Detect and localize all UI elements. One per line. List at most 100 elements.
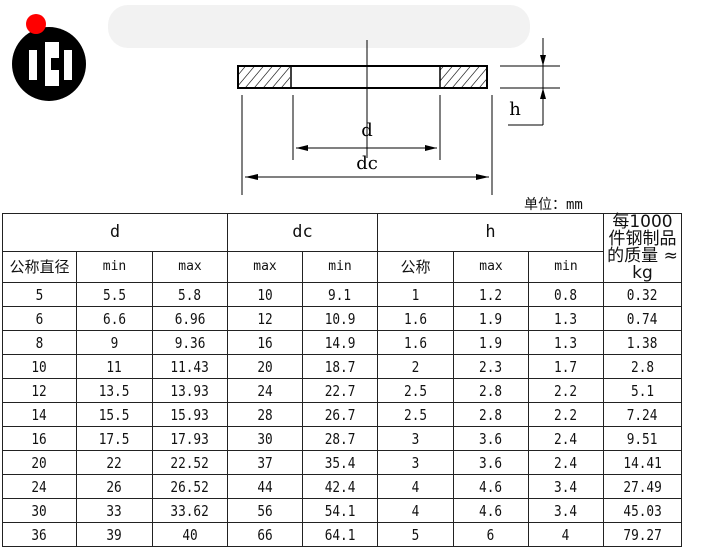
table-cell: 79.27 bbox=[603, 522, 682, 547]
header-dc: dc bbox=[227, 213, 378, 252]
cell-value: 2.8 bbox=[479, 381, 503, 400]
cell-value: 10 bbox=[257, 285, 273, 304]
table-cell: 39 bbox=[76, 522, 153, 547]
table-cell: 20 bbox=[2, 450, 77, 475]
cell-value: 35.4 bbox=[324, 453, 356, 472]
table-cell: 56 bbox=[227, 498, 303, 523]
cell-value: 1.6 bbox=[403, 309, 428, 328]
table-cell: 27.49 bbox=[603, 474, 682, 499]
table-row: 20 22 22.52 37 35.4 3 3.6 2.4 14.41 bbox=[2, 450, 682, 475]
table-cell: 24 bbox=[227, 378, 303, 403]
table-cell: 12 bbox=[2, 378, 77, 403]
cell-value: 14 bbox=[31, 405, 48, 424]
table-cell: 42.4 bbox=[302, 474, 378, 499]
cell-value: 39 bbox=[106, 525, 123, 544]
table-cell: 2.2 bbox=[528, 378, 604, 403]
header-weight: 每1000件钢制品的质量 ≈ kg bbox=[603, 213, 682, 283]
cell-value: 27.49 bbox=[623, 477, 662, 496]
cell-value: 26.52 bbox=[170, 477, 210, 496]
table-row: 36 39 40 66 64.1 5 6 4 79.27 bbox=[2, 522, 682, 547]
cell-value: 3 bbox=[411, 453, 420, 472]
table-cell: 18.7 bbox=[302, 354, 378, 379]
cell-value: 2.8 bbox=[479, 405, 503, 424]
cell-value: 6.96 bbox=[174, 309, 206, 328]
table-cell: 22 bbox=[76, 450, 153, 475]
table-cell: 1.7 bbox=[528, 354, 604, 379]
cell-value: 1.2 bbox=[479, 285, 503, 304]
cell-value: 1.3 bbox=[554, 309, 578, 328]
table-cell: 24 bbox=[2, 474, 77, 499]
table-cell: 2.4 bbox=[528, 426, 604, 451]
cell-value: 1.9 bbox=[479, 309, 503, 328]
cell-value: 28.7 bbox=[324, 429, 356, 448]
table-cell: 17.93 bbox=[152, 426, 228, 451]
table-cell: 16 bbox=[227, 330, 303, 355]
table-cell: 28 bbox=[227, 402, 303, 427]
cell-value: 10 bbox=[31, 357, 48, 376]
cell-value: 14.41 bbox=[623, 453, 662, 472]
subheader-cell: min bbox=[76, 250, 153, 284]
cell-value: 18.7 bbox=[324, 357, 356, 376]
cell-value: 2.3 bbox=[479, 357, 503, 376]
cell-value: 22.52 bbox=[170, 453, 210, 472]
cell-value: 12 bbox=[257, 309, 273, 328]
table-cell: 3 bbox=[377, 426, 454, 451]
cell-value: 11.43 bbox=[170, 357, 210, 376]
cell-value: 3.6 bbox=[479, 429, 503, 448]
table-cell: 2.5 bbox=[377, 378, 454, 403]
table-cell: 64.1 bbox=[302, 522, 378, 547]
table-cell: 16 bbox=[2, 426, 77, 451]
table-cell: 1.3 bbox=[528, 330, 604, 355]
cell-value: 13.93 bbox=[170, 381, 210, 400]
cell-value: 9.36 bbox=[174, 333, 206, 352]
table-cell: 3.4 bbox=[528, 474, 604, 499]
table-cell: 4 bbox=[377, 498, 454, 523]
table-cell: 13.5 bbox=[76, 378, 153, 403]
table-cell: 33.62 bbox=[152, 498, 228, 523]
cell-value: 22.7 bbox=[324, 381, 356, 400]
table-row: 30 33 33.62 56 54.1 4 4.6 3.4 45.03 bbox=[2, 498, 682, 523]
table-cell: 9 bbox=[76, 330, 153, 355]
table-row: 14 15.5 15.93 28 26.7 2.5 2.8 2.2 7.24 bbox=[2, 402, 682, 427]
cell-value: 9.1 bbox=[328, 285, 352, 304]
table-cell: 5 bbox=[2, 282, 77, 307]
cell-value: 1.6 bbox=[403, 333, 428, 352]
table-cell: 8 bbox=[2, 330, 77, 355]
table-cell: 20 bbox=[227, 354, 303, 379]
cell-value: 1.38 bbox=[627, 333, 658, 352]
table-cell: 14.41 bbox=[603, 450, 682, 475]
cell-value: 2 bbox=[411, 357, 420, 376]
cell-value: 2.8 bbox=[630, 357, 655, 376]
cell-value: 0.74 bbox=[627, 309, 658, 328]
table-row: 5 5.5 5.8 10 9.1 1 1.2 0.8 0.32 bbox=[2, 282, 682, 307]
cell-value: 2.2 bbox=[554, 405, 578, 424]
table-cell: 1.2 bbox=[453, 282, 529, 307]
table-cell: 30 bbox=[227, 426, 303, 451]
cell-value: 24 bbox=[31, 477, 48, 496]
company-logo bbox=[12, 14, 86, 101]
table-cell: 6.6 bbox=[76, 306, 153, 331]
cell-value: 1.7 bbox=[554, 357, 578, 376]
table-cell: 2.8 bbox=[453, 402, 529, 427]
table-cell: 22.7 bbox=[302, 378, 378, 403]
cell-value: 16 bbox=[257, 333, 273, 352]
cell-value: 1.9 bbox=[479, 333, 503, 352]
cell-value: 42.4 bbox=[324, 477, 356, 496]
table-cell: 3.6 bbox=[453, 450, 529, 475]
cell-value: 26.7 bbox=[324, 405, 356, 424]
table-cell: 37 bbox=[227, 450, 303, 475]
table-row: 8 9 9.36 16 14.9 1.6 1.9 1.3 1.38 bbox=[2, 330, 682, 355]
washer-drawing: d dc h bbox=[237, 38, 560, 195]
cell-value: 30 bbox=[31, 501, 48, 520]
table-cell: 10.9 bbox=[302, 306, 378, 331]
table-cell: 2 bbox=[377, 354, 454, 379]
table-cell: 0.8 bbox=[528, 282, 604, 307]
cell-value: 5.5 bbox=[102, 285, 127, 304]
table-cell: 1 bbox=[377, 282, 454, 307]
cell-value: 6 bbox=[487, 525, 495, 544]
table-cell: 13.93 bbox=[152, 378, 228, 403]
cell-value: 3.4 bbox=[554, 477, 578, 496]
cell-value: 9 bbox=[110, 333, 119, 352]
cell-value: 16 bbox=[31, 429, 48, 448]
